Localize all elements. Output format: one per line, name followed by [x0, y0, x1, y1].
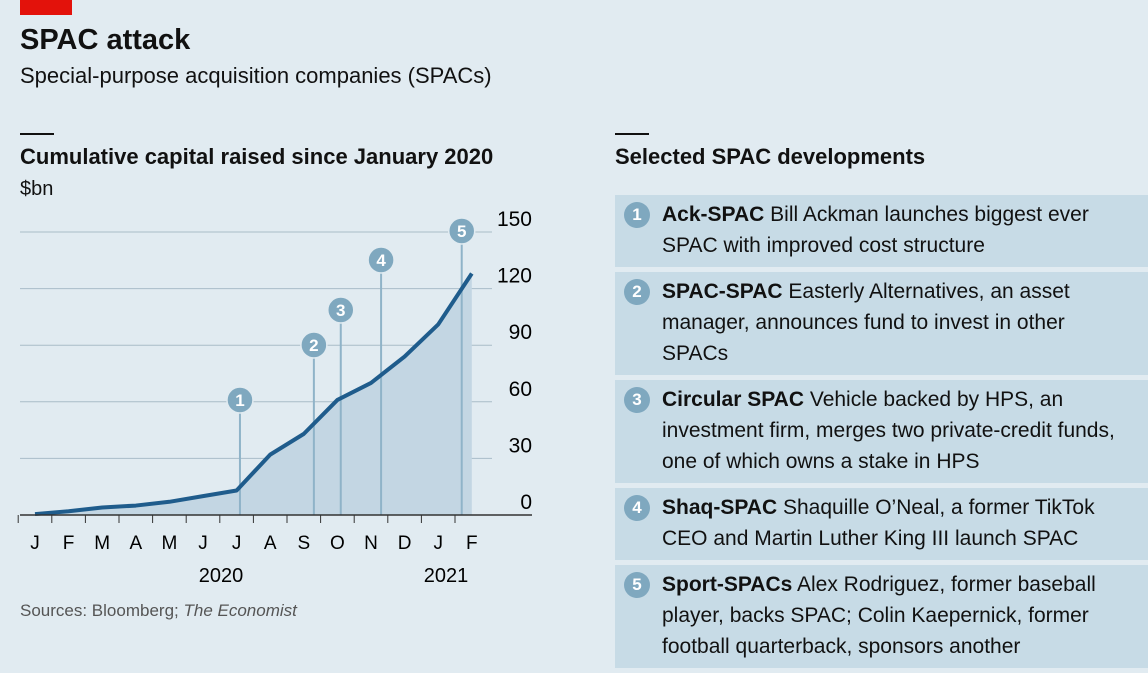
x-tick-label: J — [198, 533, 208, 554]
y-tick-label: 30 — [509, 434, 532, 457]
x-tick-label: J — [433, 533, 443, 554]
y-tick-label: 60 — [509, 378, 532, 401]
item-title: Ack-SPAC — [662, 203, 765, 226]
source-text: Sources: Bloomberg; — [20, 601, 179, 620]
annotation-label: 5 — [457, 222, 466, 241]
title: SPAC attack — [20, 24, 191, 56]
x-tick-label: N — [364, 533, 378, 554]
list: 1 Ack-SPAC Bill Ackman launches biggest e… — [615, 195, 1148, 673]
annotation-marker — [327, 296, 355, 324]
x-tick-label: A — [129, 533, 142, 554]
source: Sources: Bloomberg; The Economist — [20, 601, 297, 621]
item-number: 1 — [624, 202, 650, 228]
page: SPAC attack Special-purpose acquisition … — [17, 0, 1148, 668]
x-tick-label: O — [330, 533, 345, 554]
annotation-marker — [226, 386, 254, 414]
y-tick-label: 150 — [497, 208, 532, 231]
x-tick-label: A — [264, 533, 277, 554]
y-label: $bn — [20, 178, 54, 200]
brand-mark — [20, 0, 72, 15]
item-text: Easterly Alternatives, an asset manager,… — [662, 280, 1070, 365]
x-tick-label: S — [297, 533, 310, 554]
chart-title: Cumulative capital raised since January … — [20, 144, 494, 169]
item-number: 5 — [624, 572, 650, 598]
list-item: 1 Ack-SPAC Bill Ackman launches biggest e… — [615, 195, 1148, 267]
x-tick-label: F — [63, 533, 75, 554]
item-number: 2 — [624, 279, 650, 305]
rule — [20, 133, 54, 135]
item-title: Sport-SPACs — [662, 573, 793, 596]
list-item: 3 Circular SPAC Vehicle backed by HPS, an… — [615, 380, 1148, 483]
y-tick-label: 120 — [497, 265, 532, 288]
y-tick-label: 90 — [509, 321, 532, 344]
rule — [615, 133, 649, 135]
y-tick-label: 0 — [520, 491, 532, 514]
area — [35, 273, 472, 515]
x-tick-label: M — [94, 533, 110, 554]
item-number: 3 — [624, 387, 650, 413]
x-tick-label: J — [232, 533, 242, 554]
annotation-label: 2 — [309, 336, 318, 355]
list-title: Selected SPAC developments — [615, 144, 926, 169]
item-number: 4 — [624, 495, 650, 521]
item-text: Vehicle backed by HPS, an investment fir… — [662, 388, 1115, 473]
item-title: Circular SPAC — [662, 388, 804, 411]
annotation-label: 3 — [336, 301, 345, 320]
annotation-marker — [367, 246, 395, 274]
annotation-label: 4 — [376, 251, 386, 270]
item-text: Shaquille O’Neal, a former TikTok CEO an… — [662, 496, 1095, 550]
list-item: 4 Shaq-SPAC Shaquille O’Neal, a former Ti… — [615, 488, 1148, 560]
item-title: SPAC-SPAC — [662, 280, 783, 303]
year-label: 2021 — [424, 565, 469, 587]
list-item: 2 SPAC-SPAC Easterly Alternatives, an ass… — [615, 272, 1148, 375]
source-italic: The Economist — [183, 601, 297, 620]
annotation-marker — [447, 217, 476, 245]
subtitle: Special-purpose acquisition companies (S… — [20, 63, 492, 88]
line — [34, 272, 474, 517]
x-tick-label: J — [30, 533, 40, 554]
x-tick-label: D — [398, 533, 412, 554]
x-tick-label: M — [161, 533, 177, 554]
x-tick-label: F — [466, 533, 478, 554]
list-item: 5 Sport-SPACs Alex Rodriguez, former base… — [615, 565, 1148, 668]
item-title: Shaq-SPAC — [662, 496, 778, 519]
item-text: Bill Ackman launches biggest ever SPAC w… — [662, 203, 1089, 257]
year-label: 2020 — [199, 565, 244, 587]
annotation-marker — [300, 331, 328, 359]
annotation-label: 1 — [235, 391, 244, 410]
